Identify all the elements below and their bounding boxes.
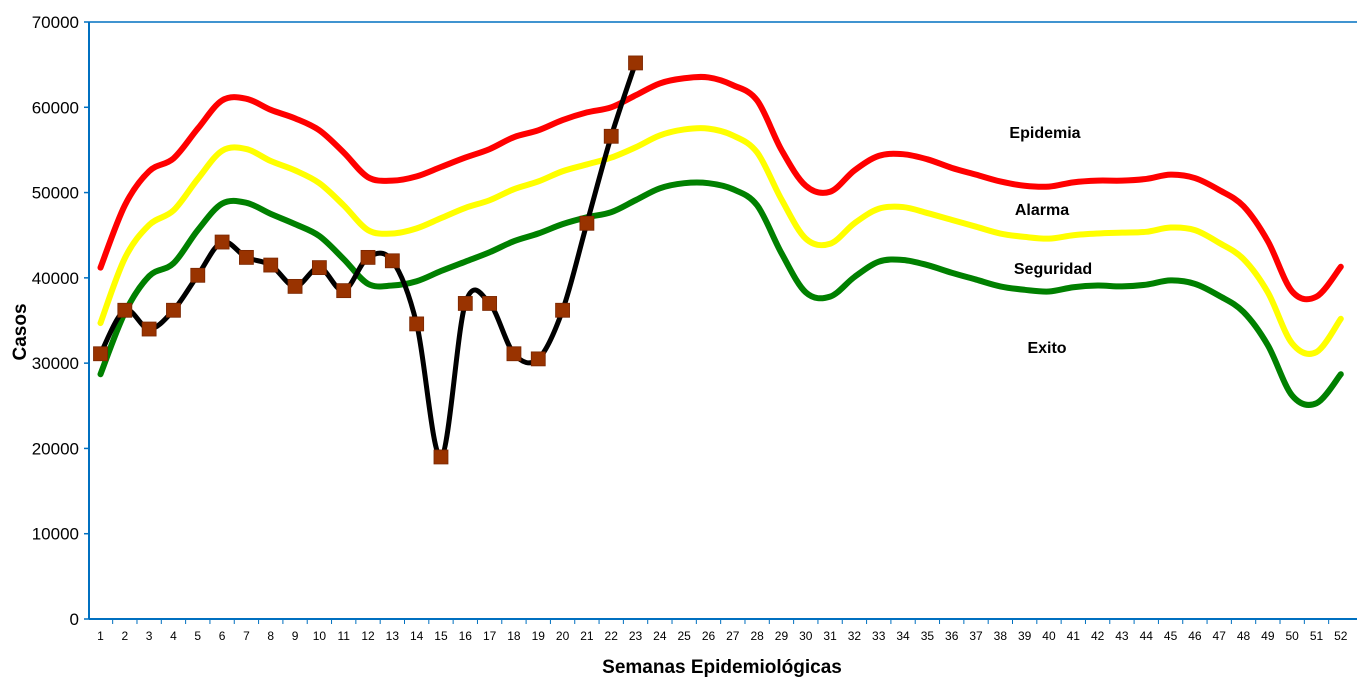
x-tick-label: 41 [1067,629,1081,643]
y-tick-label: 20000 [32,439,79,458]
zone-label-epidemia: Epidemia [1009,125,1080,142]
epidemia-threshold-line [97,73,1344,303]
x-tick-label: 38 [994,629,1008,643]
x-tick-label: 34 [896,629,910,643]
cases-marker [360,249,376,265]
cases-marker [141,321,157,337]
x-tick-label: 10 [313,629,327,643]
cases-marker [506,346,522,362]
x-tick-label: 6 [219,629,226,643]
x-tick-label: 11 [337,629,350,643]
x-tick-label: 24 [653,629,667,643]
cases-marker [579,215,595,231]
zone-label-alarma: Alarma [1015,202,1069,219]
cases-marker [336,283,352,299]
y-tick-label: 10000 [32,525,79,544]
seguridad-threshold-line [97,179,1344,408]
y-tick-label: 30000 [32,354,79,373]
series-layer [97,60,1344,460]
y-tick-label: 70000 [32,13,79,32]
x-tick-label: 30 [799,629,813,643]
cases-marker [287,278,303,294]
x-tick-label: 52 [1334,629,1348,643]
cases-marker [628,55,643,71]
x-tick-label: 13 [386,629,400,643]
cases-marker [311,260,327,276]
x-tick-label: 12 [361,629,375,643]
x-tick-label: 15 [434,629,448,643]
x-tick-label: 4 [170,629,177,643]
x-tick-label: 49 [1261,629,1275,643]
x-tick-label: 17 [483,629,497,643]
x-tick-label: 25 [678,629,692,643]
x-tick-label: 23 [629,629,643,643]
x-tick-label: 28 [750,629,764,643]
cases-marker [457,296,473,311]
cases-marker [263,257,279,273]
x-tick-label: 39 [1018,629,1032,643]
y-tick-label: 0 [70,610,79,629]
y-tick-label: 40000 [32,269,79,288]
x-tick-label: 5 [194,629,201,643]
zone-label-exito: Exito [1027,340,1066,357]
y-axis-ticks: 0 10000 20000 30000 40000 50000 60000 70000 [32,13,89,629]
x-tick-label: 9 [292,629,299,643]
cases-marker [603,128,619,144]
x-tick-label: 3 [146,629,153,643]
y-axis-title: Casos [10,303,31,360]
y-tick-label: 60000 [32,98,79,117]
x-tick-label: 51 [1310,629,1324,643]
cases-marker [214,234,230,250]
x-tick-label: 22 [605,629,619,643]
x-tick-label: 7 [243,629,250,643]
x-tick-label: 50 [1286,629,1300,643]
cases-marker [93,346,108,362]
x-tick-label: 37 [969,629,983,643]
cases-marker [239,249,254,265]
x-tick-label: 1 [97,629,104,643]
x-tick-label: 18 [507,629,521,643]
x-tick-label: 29 [775,629,789,643]
cases-marker [433,449,449,465]
x-tick-label: 33 [872,629,886,643]
x-tick-label: 16 [459,629,473,643]
x-tick-label: 46 [1188,629,1202,643]
x-tick-label: 21 [580,629,594,643]
x-tick-label: 35 [921,629,935,643]
x-tick-label: 2 [121,629,128,643]
cases-marker [555,302,570,318]
cases-marker [117,302,133,318]
x-tick-label: 36 [945,629,959,643]
cases-marker [384,253,400,269]
cases-marker [482,296,498,311]
x-tick-label: 8 [267,629,274,643]
cases-marker [409,316,425,332]
x-tick-label: 40 [1042,629,1056,643]
x-axis-ticks: 1 2 3 4 5 6 7 8 9 10 11 12 13 14 15 16 17 18 19 20 21 22 23 24 2… [97,619,1348,643]
x-tick-label: 20 [556,629,570,643]
x-tick-label: 44 [1140,629,1154,643]
alarma-threshold-line [97,125,1344,357]
x-tick-label: 48 [1237,629,1251,643]
markers-layer [93,55,643,465]
cases-marker [530,351,546,367]
x-tick-label: 26 [702,629,716,643]
x-tick-label: 43 [1115,629,1129,643]
x-axis-title: Semanas Epidemiológicas [602,657,842,678]
cases-marker [190,267,206,283]
x-tick-label: 14 [410,629,424,643]
y-tick-label: 50000 [32,184,79,203]
x-tick-label: 19 [532,629,546,643]
x-tick-label: 45 [1164,629,1178,643]
cases-marker [166,302,181,318]
x-tick-label: 27 [726,629,740,643]
x-tick-label: 42 [1091,629,1105,643]
x-tick-label: 47 [1213,629,1227,643]
axes [88,21,1357,620]
zone-label-seguridad: Seguridad [1014,261,1092,278]
x-tick-label: 31 [823,629,837,643]
x-tick-label: 32 [848,629,862,643]
